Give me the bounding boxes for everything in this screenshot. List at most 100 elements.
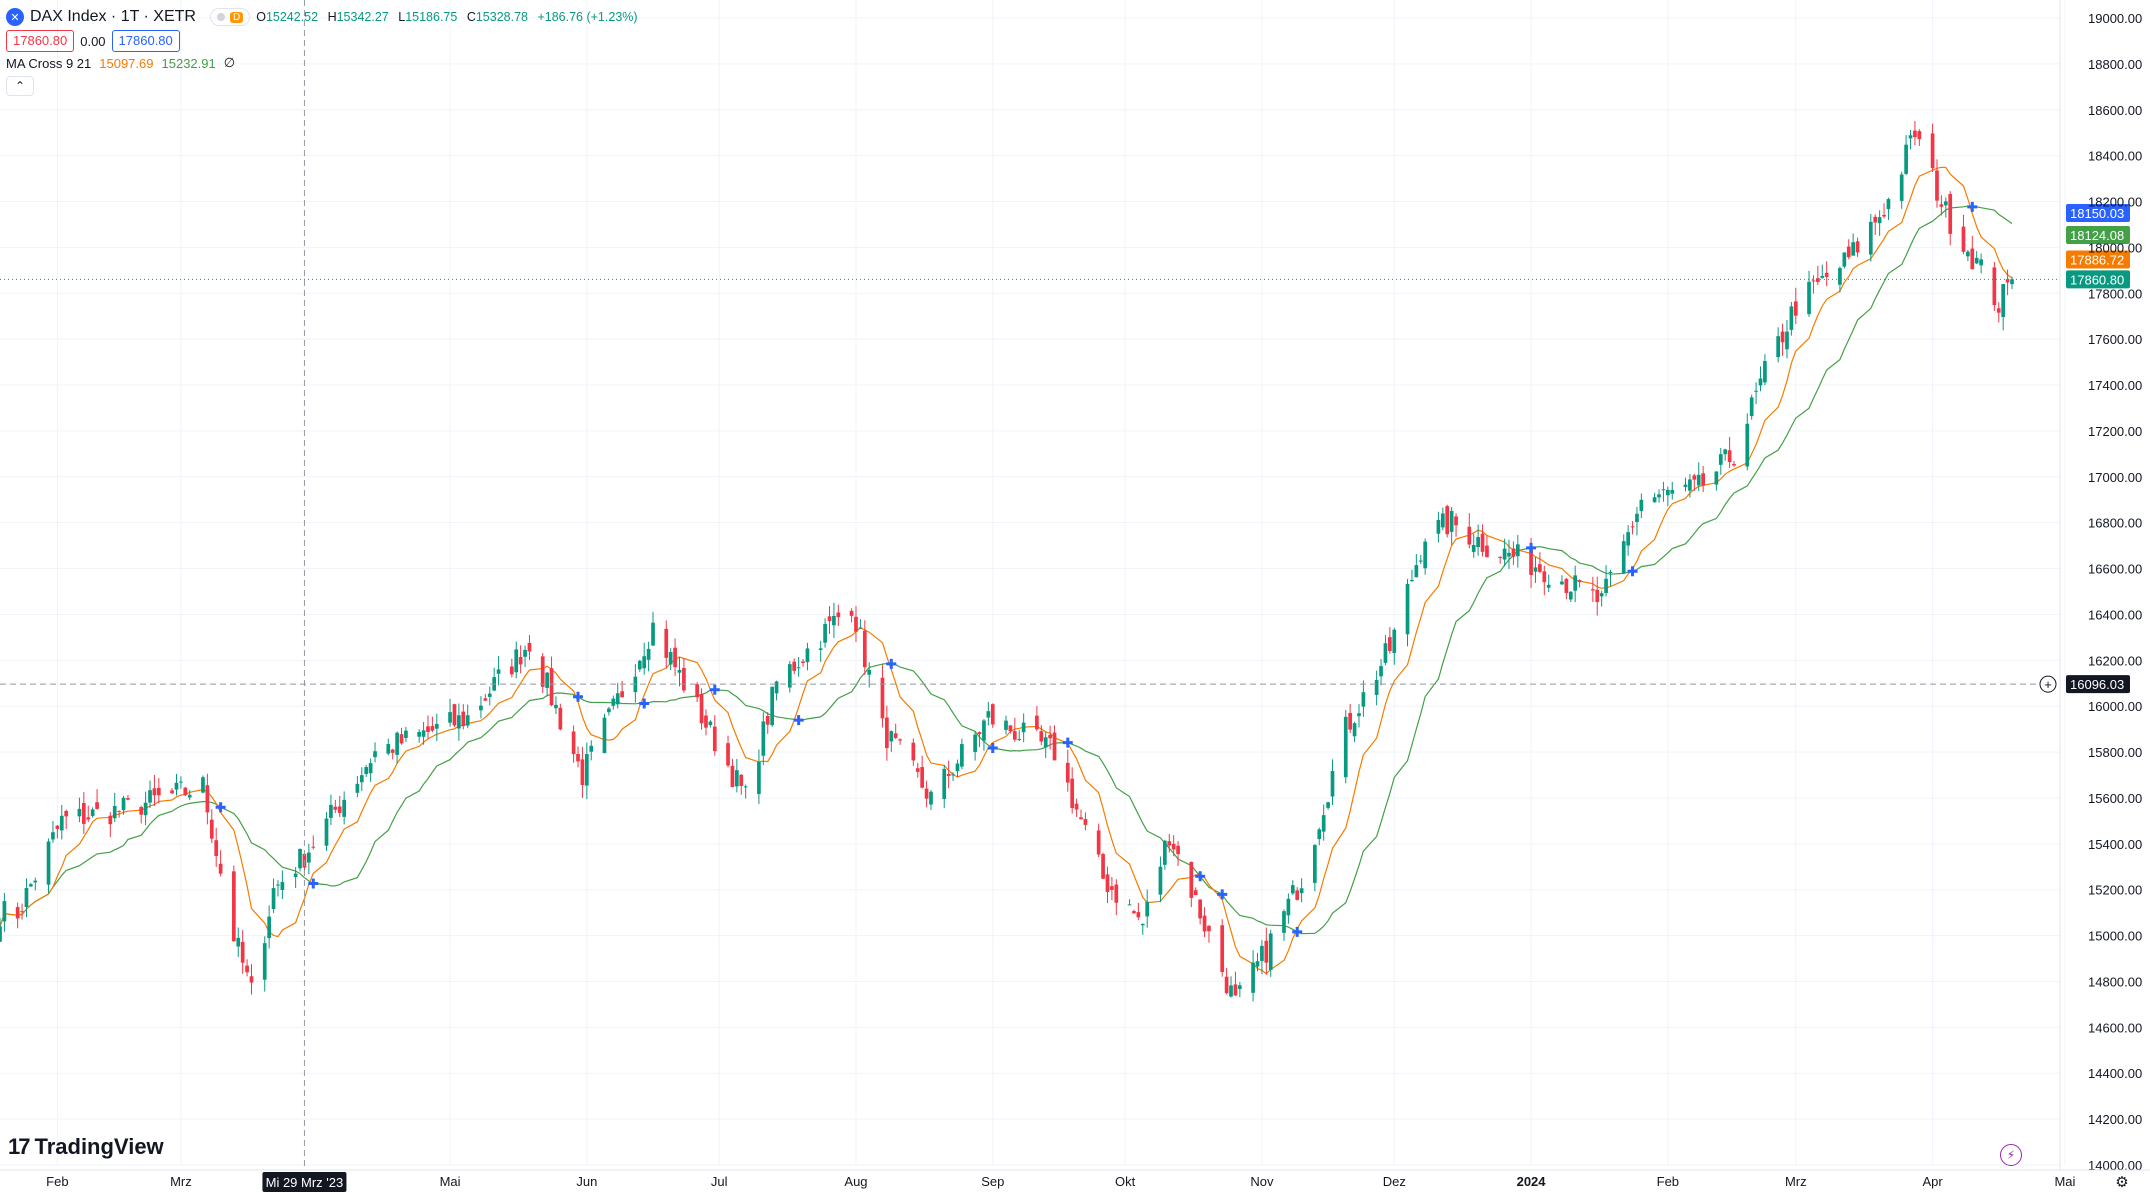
ma-cross-marker (987, 743, 998, 754)
candle-body (1502, 548, 1507, 560)
candle-body (1268, 933, 1273, 970)
trade-row: 17860.80 0.00 17860.80 (6, 30, 644, 52)
candle-body (1132, 911, 1136, 914)
candle-body (1714, 471, 1719, 485)
high-value: 15342.27 (336, 10, 389, 24)
candle-body (1004, 720, 1008, 730)
candle-body (1577, 580, 1582, 583)
candle-body (1476, 537, 1480, 548)
candle-body (1193, 890, 1198, 896)
chevron-up-icon: ⌃ (14, 79, 26, 93)
candle-body (1974, 257, 1979, 264)
candle-body (2001, 284, 2006, 318)
y-tick-label: 19000.00 (2088, 11, 2142, 26)
tradingview-logo[interactable]: 17 TradingView (8, 1134, 164, 1160)
chart-settings-gear-icon[interactable]: ⚙ (2115, 1174, 2129, 1191)
candle-body (955, 763, 960, 772)
candle-body (1621, 541, 1626, 574)
candle-body (262, 943, 267, 980)
y-tick-label: 17400.00 (2088, 378, 2142, 393)
candle-body (187, 794, 192, 798)
plus-icon: + (2044, 677, 2052, 692)
candle-body (452, 704, 457, 726)
open-label: O (256, 10, 266, 24)
y-tick-label: 17600.00 (2088, 332, 2142, 347)
candle-body (951, 774, 955, 776)
candle-body (1718, 454, 1723, 465)
candle-body (86, 817, 91, 820)
chart-legend: ✕ DAX Index · 1T · XETR D O15242.52 H153… (6, 6, 644, 96)
collapse-legend-button[interactable]: ⌃ (6, 76, 34, 96)
price-label-orange: 17886.72 (2070, 253, 2124, 268)
x-tick-label: Jun (576, 1174, 597, 1189)
candle-body (1260, 945, 1264, 961)
flash-icon[interactable]: ⚡ (2000, 1144, 2022, 1166)
candle-body (1471, 544, 1476, 552)
candle-body (549, 668, 554, 706)
candle-body (29, 884, 33, 887)
x-tick-label: Feb (46, 1174, 68, 1189)
candle-body (1043, 737, 1048, 748)
high-label: H (327, 10, 337, 24)
candle-body (1882, 214, 1886, 217)
candle-body (668, 652, 673, 665)
y-tick-label: 15000.00 (2088, 929, 2142, 944)
candle-body (1723, 449, 1728, 455)
candle-body (249, 976, 254, 983)
candle-body (1665, 489, 1670, 496)
low-value: 15186.75 (405, 10, 458, 24)
x-tick-label: Nov (1250, 1174, 1274, 1189)
candle-body (457, 715, 461, 729)
indicator-row[interactable]: MA Cross 9 21 15097.69 15232.91 ∅ (6, 52, 644, 74)
candle-body (1868, 221, 1873, 255)
ma-cross-marker (1292, 926, 1303, 937)
y-tick-label: 18800.00 (2088, 57, 2142, 72)
buy-button[interactable]: 17860.80 (111, 30, 180, 52)
candle-body (1410, 580, 1414, 582)
ma-cross-markers (215, 201, 1978, 937)
candle-body (479, 705, 483, 711)
candle-body (421, 730, 426, 737)
ma-cross-marker (1526, 542, 1537, 553)
candle-body (218, 863, 223, 874)
candle-body (1189, 861, 1194, 898)
candle-body (1758, 378, 1763, 386)
close-icon[interactable]: ✕ (6, 8, 24, 26)
candle-body (461, 711, 466, 727)
candle-body (1996, 308, 2001, 313)
price-label-blue-bg (2066, 203, 2130, 222)
candle-body (1657, 494, 1661, 498)
indicator-name[interactable]: MA Cross 9 21 (6, 55, 92, 71)
candle-body (311, 846, 316, 848)
candle-body (205, 785, 210, 813)
candle-body (1560, 581, 1564, 585)
candle-body (108, 815, 113, 825)
candle-body (355, 783, 360, 793)
candle-body (1295, 890, 1300, 900)
open-value: 15242.52 (265, 10, 319, 24)
ma-fast-value: 15097.69 (99, 55, 154, 71)
candle-body (1780, 331, 1785, 343)
candle-body (1979, 259, 1983, 266)
candle-body (1110, 886, 1114, 890)
spread-value: 0.00 (80, 33, 106, 49)
symbol-title[interactable]: DAX Index · 1T · XETR (30, 8, 196, 25)
candle-body (1992, 267, 1997, 306)
market-status-badge[interactable]: D (209, 8, 251, 26)
candle-body (1140, 923, 1145, 926)
candle-body (1855, 241, 1860, 253)
candle-body (1202, 915, 1207, 932)
candle-body (434, 723, 439, 729)
x-tick-label: Apr (1922, 1174, 1943, 1189)
sell-button[interactable]: 17860.80 (6, 30, 75, 52)
y-tick-label: 16400.00 (2088, 607, 2142, 622)
candle-body (148, 790, 152, 803)
candle-body (170, 790, 174, 794)
candle-body (518, 657, 523, 665)
candle-body (832, 615, 836, 626)
candle-body (143, 802, 148, 816)
candle-body (977, 732, 982, 735)
candle-body (1573, 575, 1578, 591)
candle-body (373, 751, 377, 758)
